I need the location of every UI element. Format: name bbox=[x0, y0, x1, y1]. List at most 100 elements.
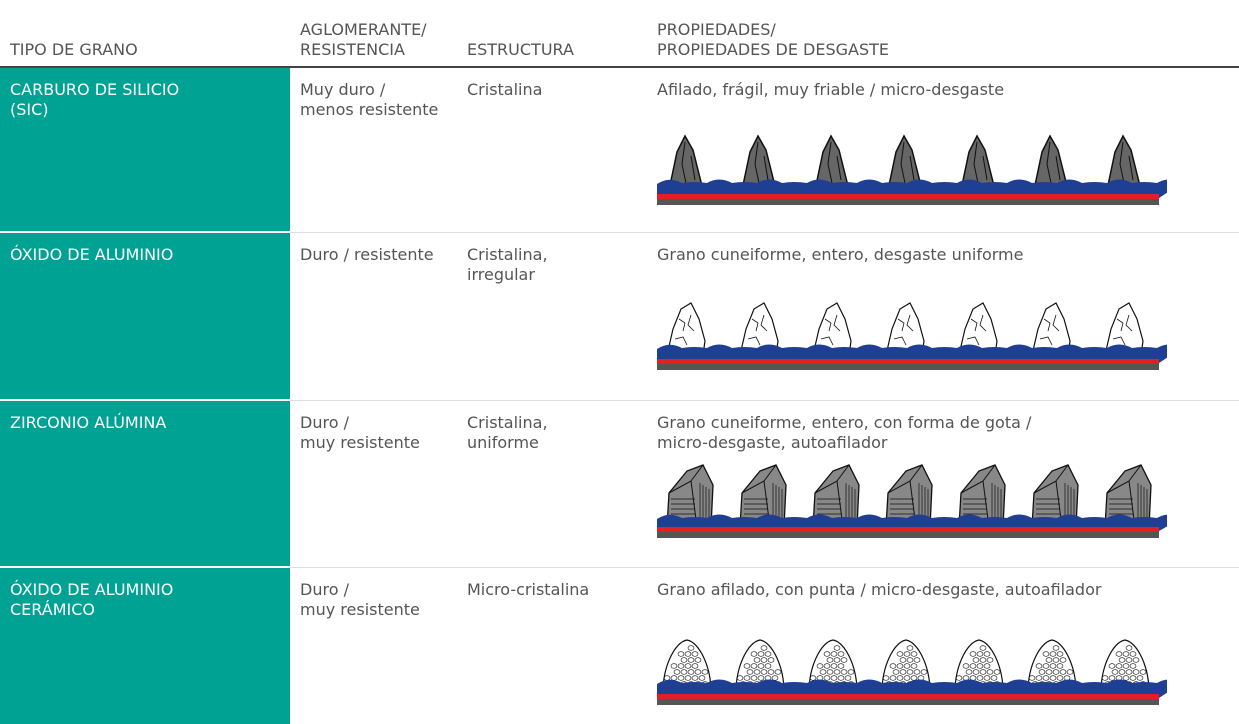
grain-cell bbox=[1059, 657, 1067, 663]
grain-cell bbox=[833, 669, 841, 675]
grain-cell bbox=[1052, 657, 1060, 663]
grain-cell bbox=[913, 669, 921, 675]
grain-cell bbox=[1052, 669, 1060, 675]
grain-crack bbox=[681, 141, 696, 189]
grain-cell bbox=[1125, 669, 1133, 675]
grain-illustration bbox=[657, 464, 1167, 538]
grain-cell bbox=[1136, 675, 1144, 681]
grain-cell bbox=[837, 651, 845, 657]
grain-cell bbox=[1049, 651, 1057, 657]
grain-cell bbox=[750, 663, 758, 669]
grain-cell bbox=[892, 669, 900, 675]
resin-layer bbox=[657, 514, 1167, 531]
grain-cell bbox=[698, 675, 706, 681]
cell: Duro / muy resistente bbox=[300, 413, 420, 452]
grain-cell bbox=[889, 663, 897, 669]
grain-cell bbox=[1049, 675, 1057, 681]
grain-cell bbox=[969, 651, 977, 657]
cell: ZIRCONIO ALÚMINA bbox=[10, 413, 167, 432]
grain-cell bbox=[687, 645, 695, 651]
cell: Micro-cristalina bbox=[467, 580, 590, 599]
grain-cell bbox=[680, 657, 688, 663]
backing-layer bbox=[657, 199, 1159, 205]
grain-cell bbox=[1118, 657, 1126, 663]
grain-cell bbox=[750, 675, 758, 681]
grain-cell bbox=[1108, 675, 1116, 681]
grain-cell bbox=[976, 675, 984, 681]
grain-cell bbox=[906, 669, 914, 675]
grain-illustration bbox=[657, 302, 1167, 370]
cell: Cristalina, irregular bbox=[467, 245, 548, 284]
grain-cell bbox=[986, 669, 994, 675]
grain-cell bbox=[757, 675, 765, 681]
grain-cell bbox=[1108, 663, 1116, 669]
grain-cell bbox=[889, 675, 897, 681]
grain-cell bbox=[1129, 651, 1137, 657]
header-cell: ESTRUCTURA bbox=[467, 40, 574, 59]
grain-cell bbox=[1042, 675, 1050, 681]
grain-cell bbox=[840, 657, 848, 663]
grain-cell bbox=[972, 669, 980, 675]
grain-cell bbox=[677, 675, 685, 681]
grain-cell bbox=[1066, 669, 1074, 675]
grain-cell bbox=[976, 663, 984, 669]
grain-cell bbox=[1056, 663, 1064, 669]
grain-cell bbox=[1132, 669, 1140, 675]
grain-cell bbox=[1115, 663, 1123, 669]
grain-cell bbox=[746, 669, 754, 675]
grain-cell bbox=[767, 669, 775, 675]
cell: ÓXIDO DE ALUMINIO CERÁMICO bbox=[10, 580, 174, 619]
cell: Grano cuneiforme, entero, con forma de g… bbox=[657, 413, 1032, 452]
grain-cell bbox=[830, 663, 838, 669]
grain-cell bbox=[823, 663, 831, 669]
grain-cell bbox=[965, 669, 973, 675]
grain-crack bbox=[1039, 314, 1060, 346]
grain-cell bbox=[1056, 651, 1064, 657]
grain-face bbox=[960, 464, 996, 528]
grain-cell bbox=[823, 675, 831, 681]
cell: Grano cuneiforme, entero, desgaste unifo… bbox=[657, 245, 1024, 264]
grain-cell bbox=[826, 669, 834, 675]
grain-cell bbox=[979, 645, 987, 651]
header-rule bbox=[0, 66, 1239, 68]
backing-layer bbox=[657, 699, 1159, 705]
grain-cell bbox=[1125, 645, 1133, 651]
grain-cell bbox=[833, 657, 841, 663]
grain-cell bbox=[976, 651, 984, 657]
grain-cell bbox=[1118, 669, 1126, 675]
grain-crack bbox=[674, 314, 695, 346]
grain-cell bbox=[1125, 657, 1133, 663]
grain-cell bbox=[896, 675, 904, 681]
grain-cell bbox=[677, 651, 685, 657]
grain-cell bbox=[736, 675, 744, 681]
grain-crack bbox=[973, 141, 988, 189]
grain-cell bbox=[1122, 663, 1130, 669]
grain-cell bbox=[844, 675, 852, 681]
grain-cell bbox=[1122, 675, 1130, 681]
grain-crack bbox=[900, 141, 915, 189]
grain-cell bbox=[764, 663, 772, 669]
grain-cell bbox=[760, 657, 768, 663]
row-separator bbox=[290, 400, 1239, 401]
grain-cell bbox=[750, 651, 758, 657]
grain-cell bbox=[1129, 663, 1137, 669]
grain-cell bbox=[1115, 651, 1123, 657]
grain-cell bbox=[955, 675, 963, 681]
grain-cell bbox=[913, 657, 921, 663]
cell: Duro / muy resistente bbox=[300, 580, 420, 619]
grain-crack bbox=[1046, 141, 1061, 189]
bond-layer bbox=[657, 694, 1159, 699]
grain-cell bbox=[1035, 663, 1043, 669]
grain-cell bbox=[774, 669, 782, 675]
grain-cell bbox=[837, 675, 845, 681]
grain-face bbox=[668, 464, 704, 528]
grain-cell bbox=[979, 657, 987, 663]
grain-cell bbox=[816, 663, 824, 669]
grain-cell bbox=[990, 675, 998, 681]
grain-cell bbox=[896, 663, 904, 669]
resin-layer bbox=[657, 179, 1167, 198]
cell: Cristalina bbox=[467, 80, 543, 99]
grain-cell bbox=[757, 663, 765, 669]
grain-cell bbox=[680, 669, 688, 675]
grain-crack bbox=[820, 314, 841, 346]
